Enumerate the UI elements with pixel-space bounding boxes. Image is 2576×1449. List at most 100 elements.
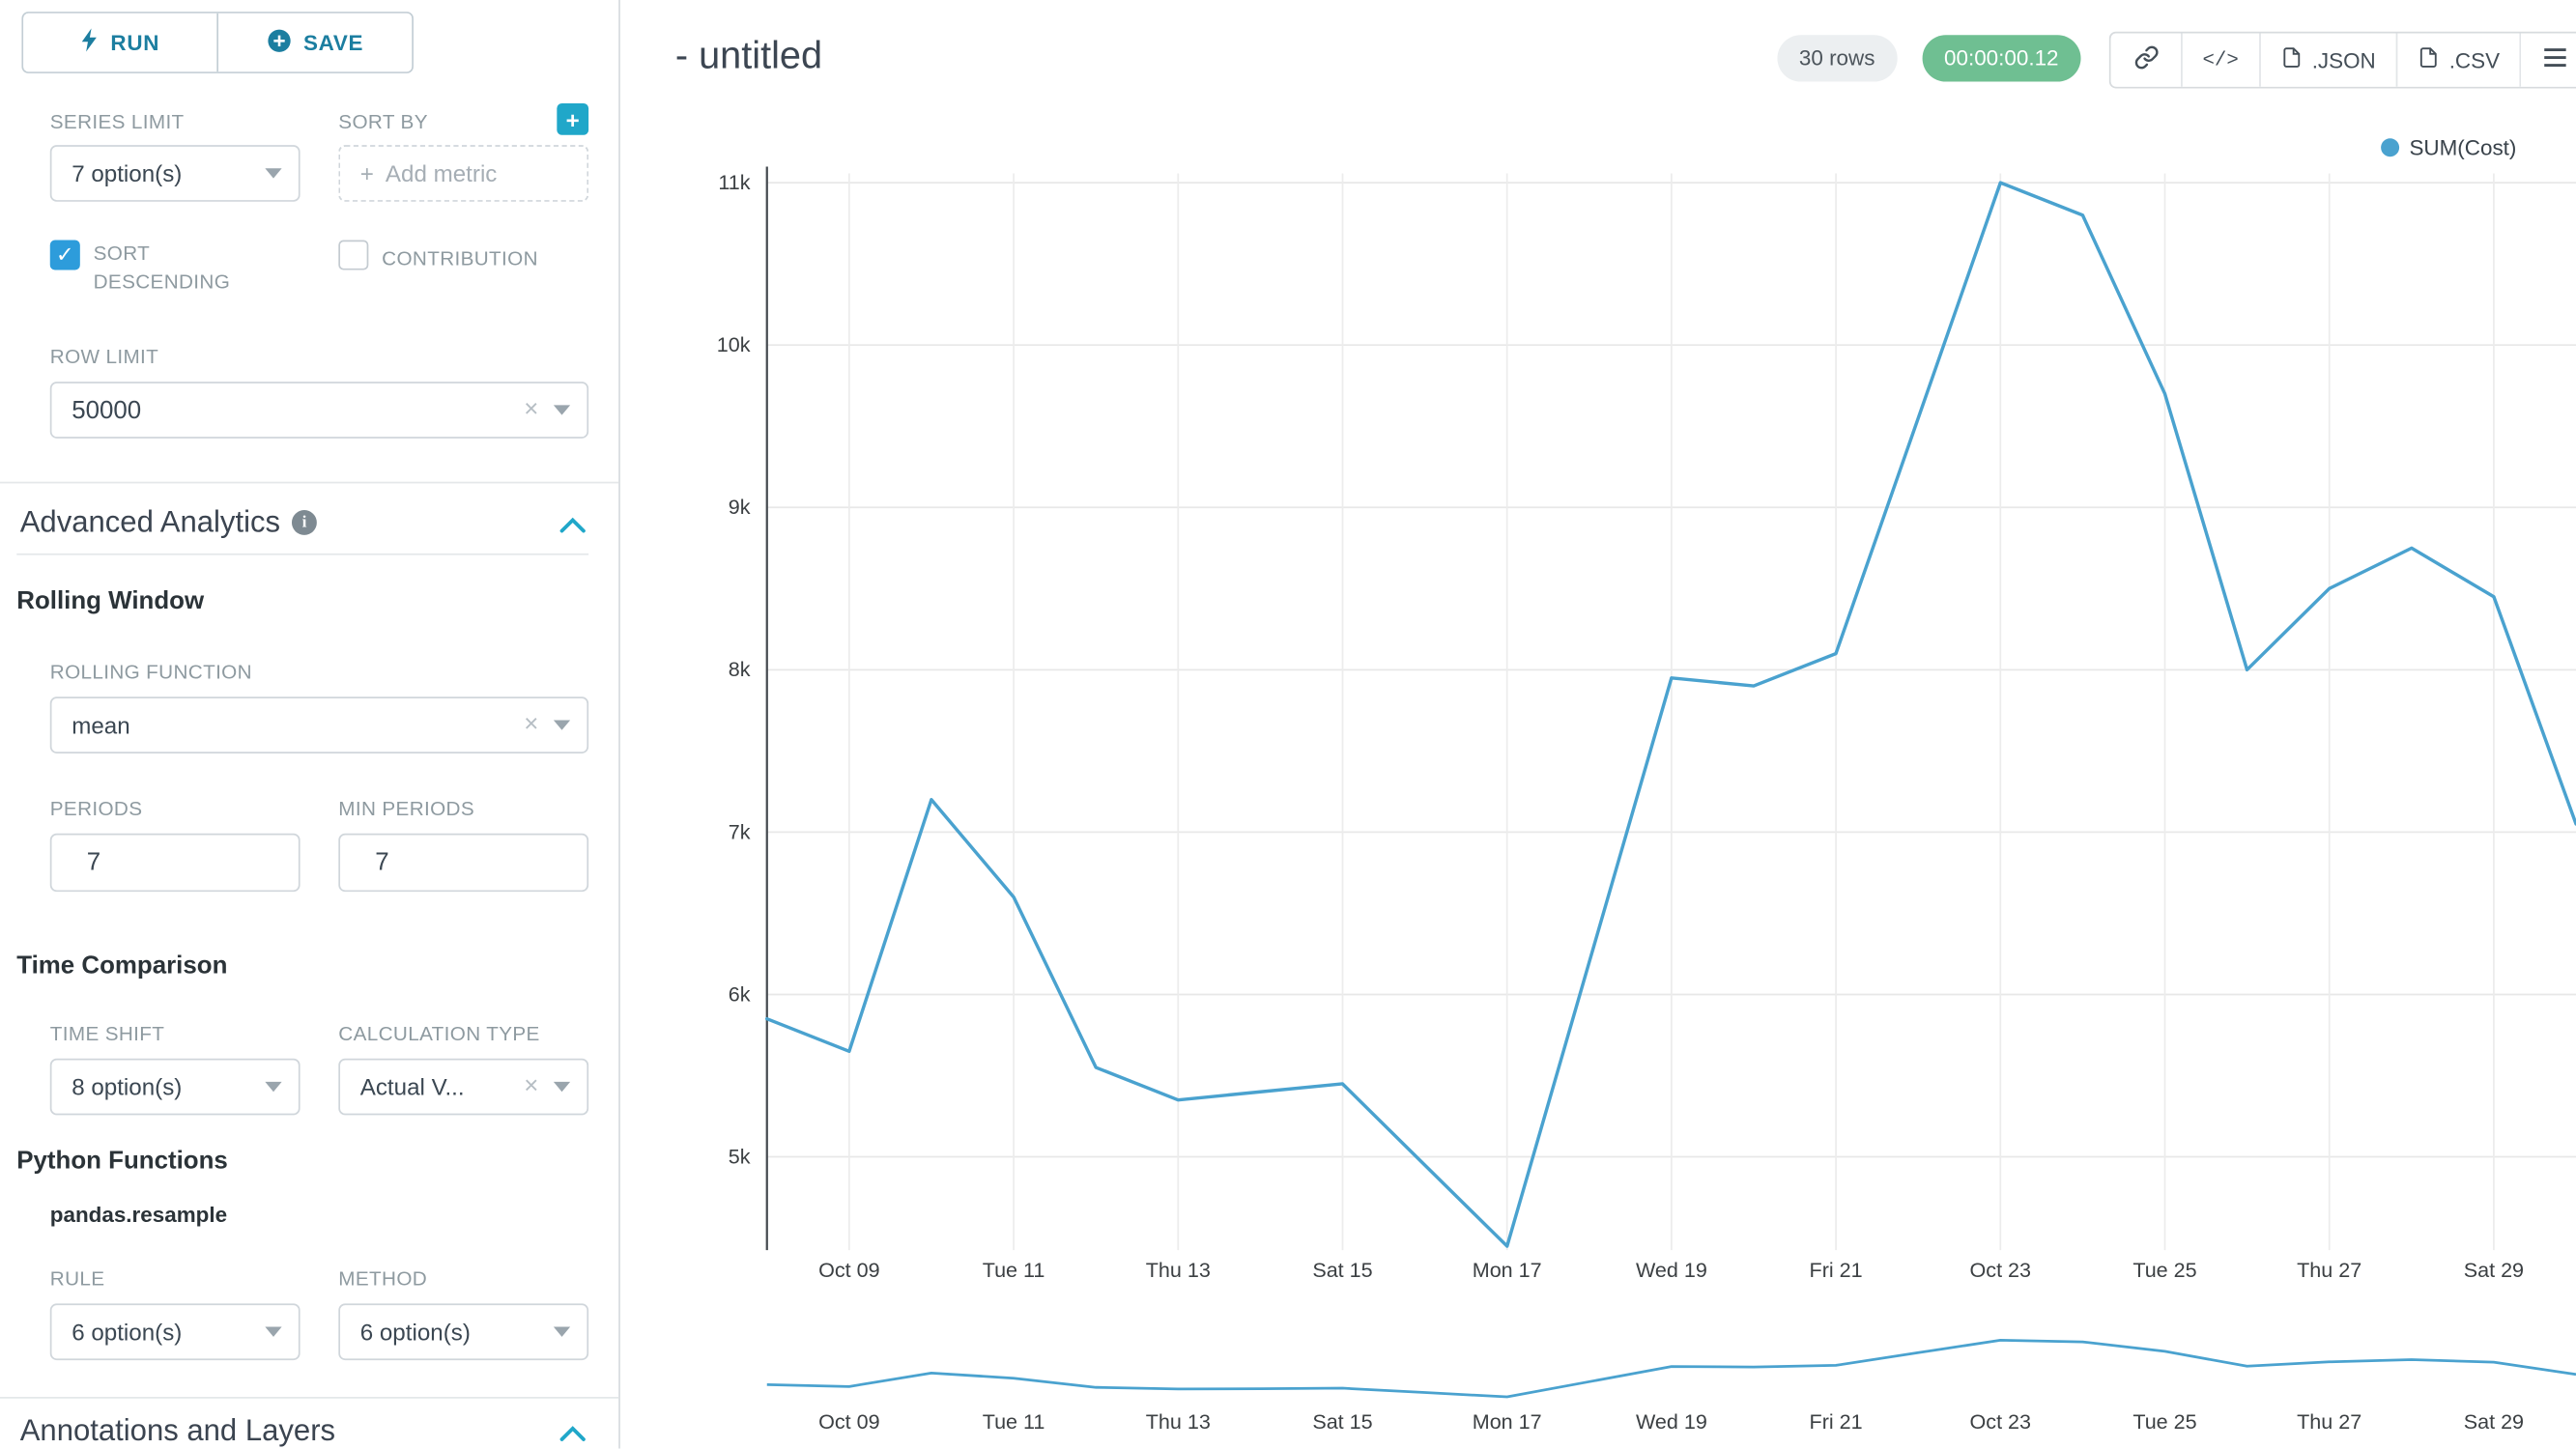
- file-icon: [2418, 45, 2439, 75]
- series-limit-select[interactable]: 7 option(s): [49, 145, 301, 202]
- export-json-button[interactable]: .JSON: [2258, 33, 2396, 87]
- rolling-function-select[interactable]: mean ×: [49, 696, 589, 753]
- mini-x-tick-label: Wed 19: [1636, 1409, 1707, 1434]
- divider: [0, 1397, 619, 1399]
- hamburger-icon: [2543, 46, 2568, 73]
- x-tick-label: Thu 27: [2297, 1258, 2361, 1282]
- pandas-resample-label: pandas.resample: [49, 1202, 228, 1228]
- advanced-analytics-title: Advanced Analytics: [19, 504, 281, 539]
- y-tick-label: 5k: [729, 1144, 751, 1168]
- rolling-function-label: ROLLING FUNCTION: [49, 660, 252, 684]
- chart-title[interactable]: - untitled: [674, 33, 823, 77]
- collapse-chevron-up-icon[interactable]: [558, 1422, 587, 1442]
- export-json-label: .JSON: [2311, 47, 2376, 73]
- chevron-down-icon: [265, 1081, 282, 1093]
- mini-x-tick-label: Tue 11: [983, 1409, 1045, 1434]
- menu-button[interactable]: [2519, 33, 2576, 87]
- add-metric-plus-button[interactable]: +: [557, 102, 589, 135]
- control-panel: RUN SAVE SERIES LIMIT 7 option(s) SORT B…: [0, 0, 620, 1449]
- calculation-type-select[interactable]: Actual V... ×: [338, 1058, 589, 1116]
- contribution-checkbox[interactable]: [338, 240, 369, 270]
- divider: [0, 481, 619, 484]
- x-tick-label: Oct 09: [818, 1258, 879, 1282]
- min-periods-input[interactable]: [338, 833, 589, 893]
- chevron-down-icon: [553, 720, 571, 730]
- sort-descending-label: SORT DESCENDING: [93, 242, 231, 295]
- min-periods-label: MIN PERIODS: [338, 796, 475, 820]
- x-tick-label: Thu 13: [1146, 1258, 1211, 1282]
- view-query-button[interactable]: </>: [2181, 33, 2259, 87]
- legend-label: SUM(Cost): [2409, 134, 2517, 160]
- rolling-function-value: mean: [72, 711, 130, 739]
- mini-x-tick-label: Oct 09: [818, 1409, 879, 1434]
- x-tick-label: Sat 15: [1312, 1258, 1372, 1282]
- chart-legend[interactable]: SUM(Cost): [2381, 135, 2516, 160]
- clear-icon[interactable]: ×: [524, 394, 539, 424]
- mini-x-tick-label: Oct 23: [1970, 1409, 2031, 1434]
- x-tick-label: Wed 19: [1636, 1258, 1707, 1282]
- y-tick-label: 8k: [729, 657, 751, 681]
- calculation-type-label: CALCULATION TYPE: [338, 1021, 540, 1045]
- advanced-analytics-header: Advanced Analytics i: [19, 504, 318, 540]
- x-tick-label: Tue 25: [2132, 1258, 2196, 1282]
- y-tick-label: 7k: [729, 819, 751, 843]
- export-csv-button[interactable]: .CSV: [2395, 33, 2520, 87]
- mini-x-tick-label: Tue 25: [2132, 1409, 2196, 1434]
- sort-by-add-metric[interactable]: + Add metric: [338, 145, 589, 202]
- run-button[interactable]: RUN: [23, 13, 217, 72]
- y-tick-label: 9k: [729, 495, 751, 519]
- method-select[interactable]: 6 option(s): [338, 1303, 589, 1361]
- save-button[interactable]: SAVE: [218, 13, 413, 72]
- divider: [16, 553, 589, 555]
- plus-circle-icon: [267, 27, 292, 57]
- chart-panel: - untitled 30 rows 00:00:00.12 </>: [620, 0, 2576, 1449]
- file-icon: [2280, 45, 2302, 75]
- chevron-down-icon: [553, 1081, 571, 1093]
- save-button-label: SAVE: [302, 30, 364, 55]
- chart-canvas[interactable]: 11k 10k 9k 8k 7k 6k 5k Oct 09 Oct 09 Tue 11 Tue 11…: [620, 0, 2576, 1449]
- series-limit-label: SERIES LIMIT: [49, 109, 185, 134]
- mini-x-tick-label: Sat 15: [1312, 1409, 1372, 1434]
- time-shift-label: TIME SHIFT: [49, 1021, 165, 1045]
- x-tick-label: Mon 17: [1473, 1258, 1542, 1282]
- annotations-layers-title: Annotations and Layers: [19, 1413, 336, 1447]
- row-limit-label: ROW LIMIT: [49, 345, 159, 369]
- query-timer-badge: 00:00:00.12: [1922, 35, 2080, 82]
- info-icon[interactable]: i: [292, 510, 318, 535]
- export-csv-label: .CSV: [2448, 47, 2501, 73]
- method-label: METHOD: [338, 1266, 428, 1291]
- rule-label: RULE: [49, 1266, 105, 1291]
- rule-select[interactable]: 6 option(s): [49, 1303, 301, 1361]
- chevron-down-icon: [553, 405, 571, 415]
- lightning-icon: [80, 28, 99, 56]
- run-save-divider: [216, 13, 219, 72]
- row-limit-value: 50000: [72, 395, 142, 425]
- mini-series-line: [766, 1338, 2576, 1399]
- series-line: [765, 181, 2576, 1248]
- row-limit-select[interactable]: 50000 ×: [49, 382, 589, 439]
- x-tick-label: Sat 29: [2464, 1258, 2524, 1282]
- periods-input[interactable]: [49, 833, 301, 893]
- sort-by-label: SORT BY: [338, 109, 428, 134]
- x-tick-label: Fri 21: [1810, 1258, 1863, 1282]
- mini-x-tick-label: Mon 17: [1473, 1409, 1542, 1434]
- run-button-label: RUN: [110, 30, 160, 55]
- clear-icon[interactable]: ×: [524, 1071, 539, 1100]
- plus-icon: +: [359, 159, 374, 187]
- export-button-group: </> .JSON .CSV: [2108, 31, 2576, 89]
- row-count-badge: 30 rows: [1777, 35, 1897, 82]
- sort-descending-checkbox[interactable]: [49, 240, 80, 270]
- method-value: 6 option(s): [359, 1318, 471, 1346]
- chevron-down-icon: [265, 1326, 282, 1337]
- copy-link-button[interactable]: [2110, 33, 2182, 87]
- code-icon: </>: [2202, 48, 2239, 72]
- calculation-type-value: Actual V...: [359, 1073, 465, 1100]
- time-comparison-title: Time Comparison: [16, 952, 228, 980]
- time-shift-value: 8 option(s): [72, 1073, 183, 1100]
- collapse-chevron-up-icon[interactable]: [558, 513, 587, 533]
- rule-value: 6 option(s): [72, 1318, 183, 1346]
- clear-icon[interactable]: ×: [524, 710, 539, 739]
- mini-x-tick-label: Sat 29: [2464, 1409, 2524, 1434]
- time-shift-select[interactable]: 8 option(s): [49, 1058, 301, 1116]
